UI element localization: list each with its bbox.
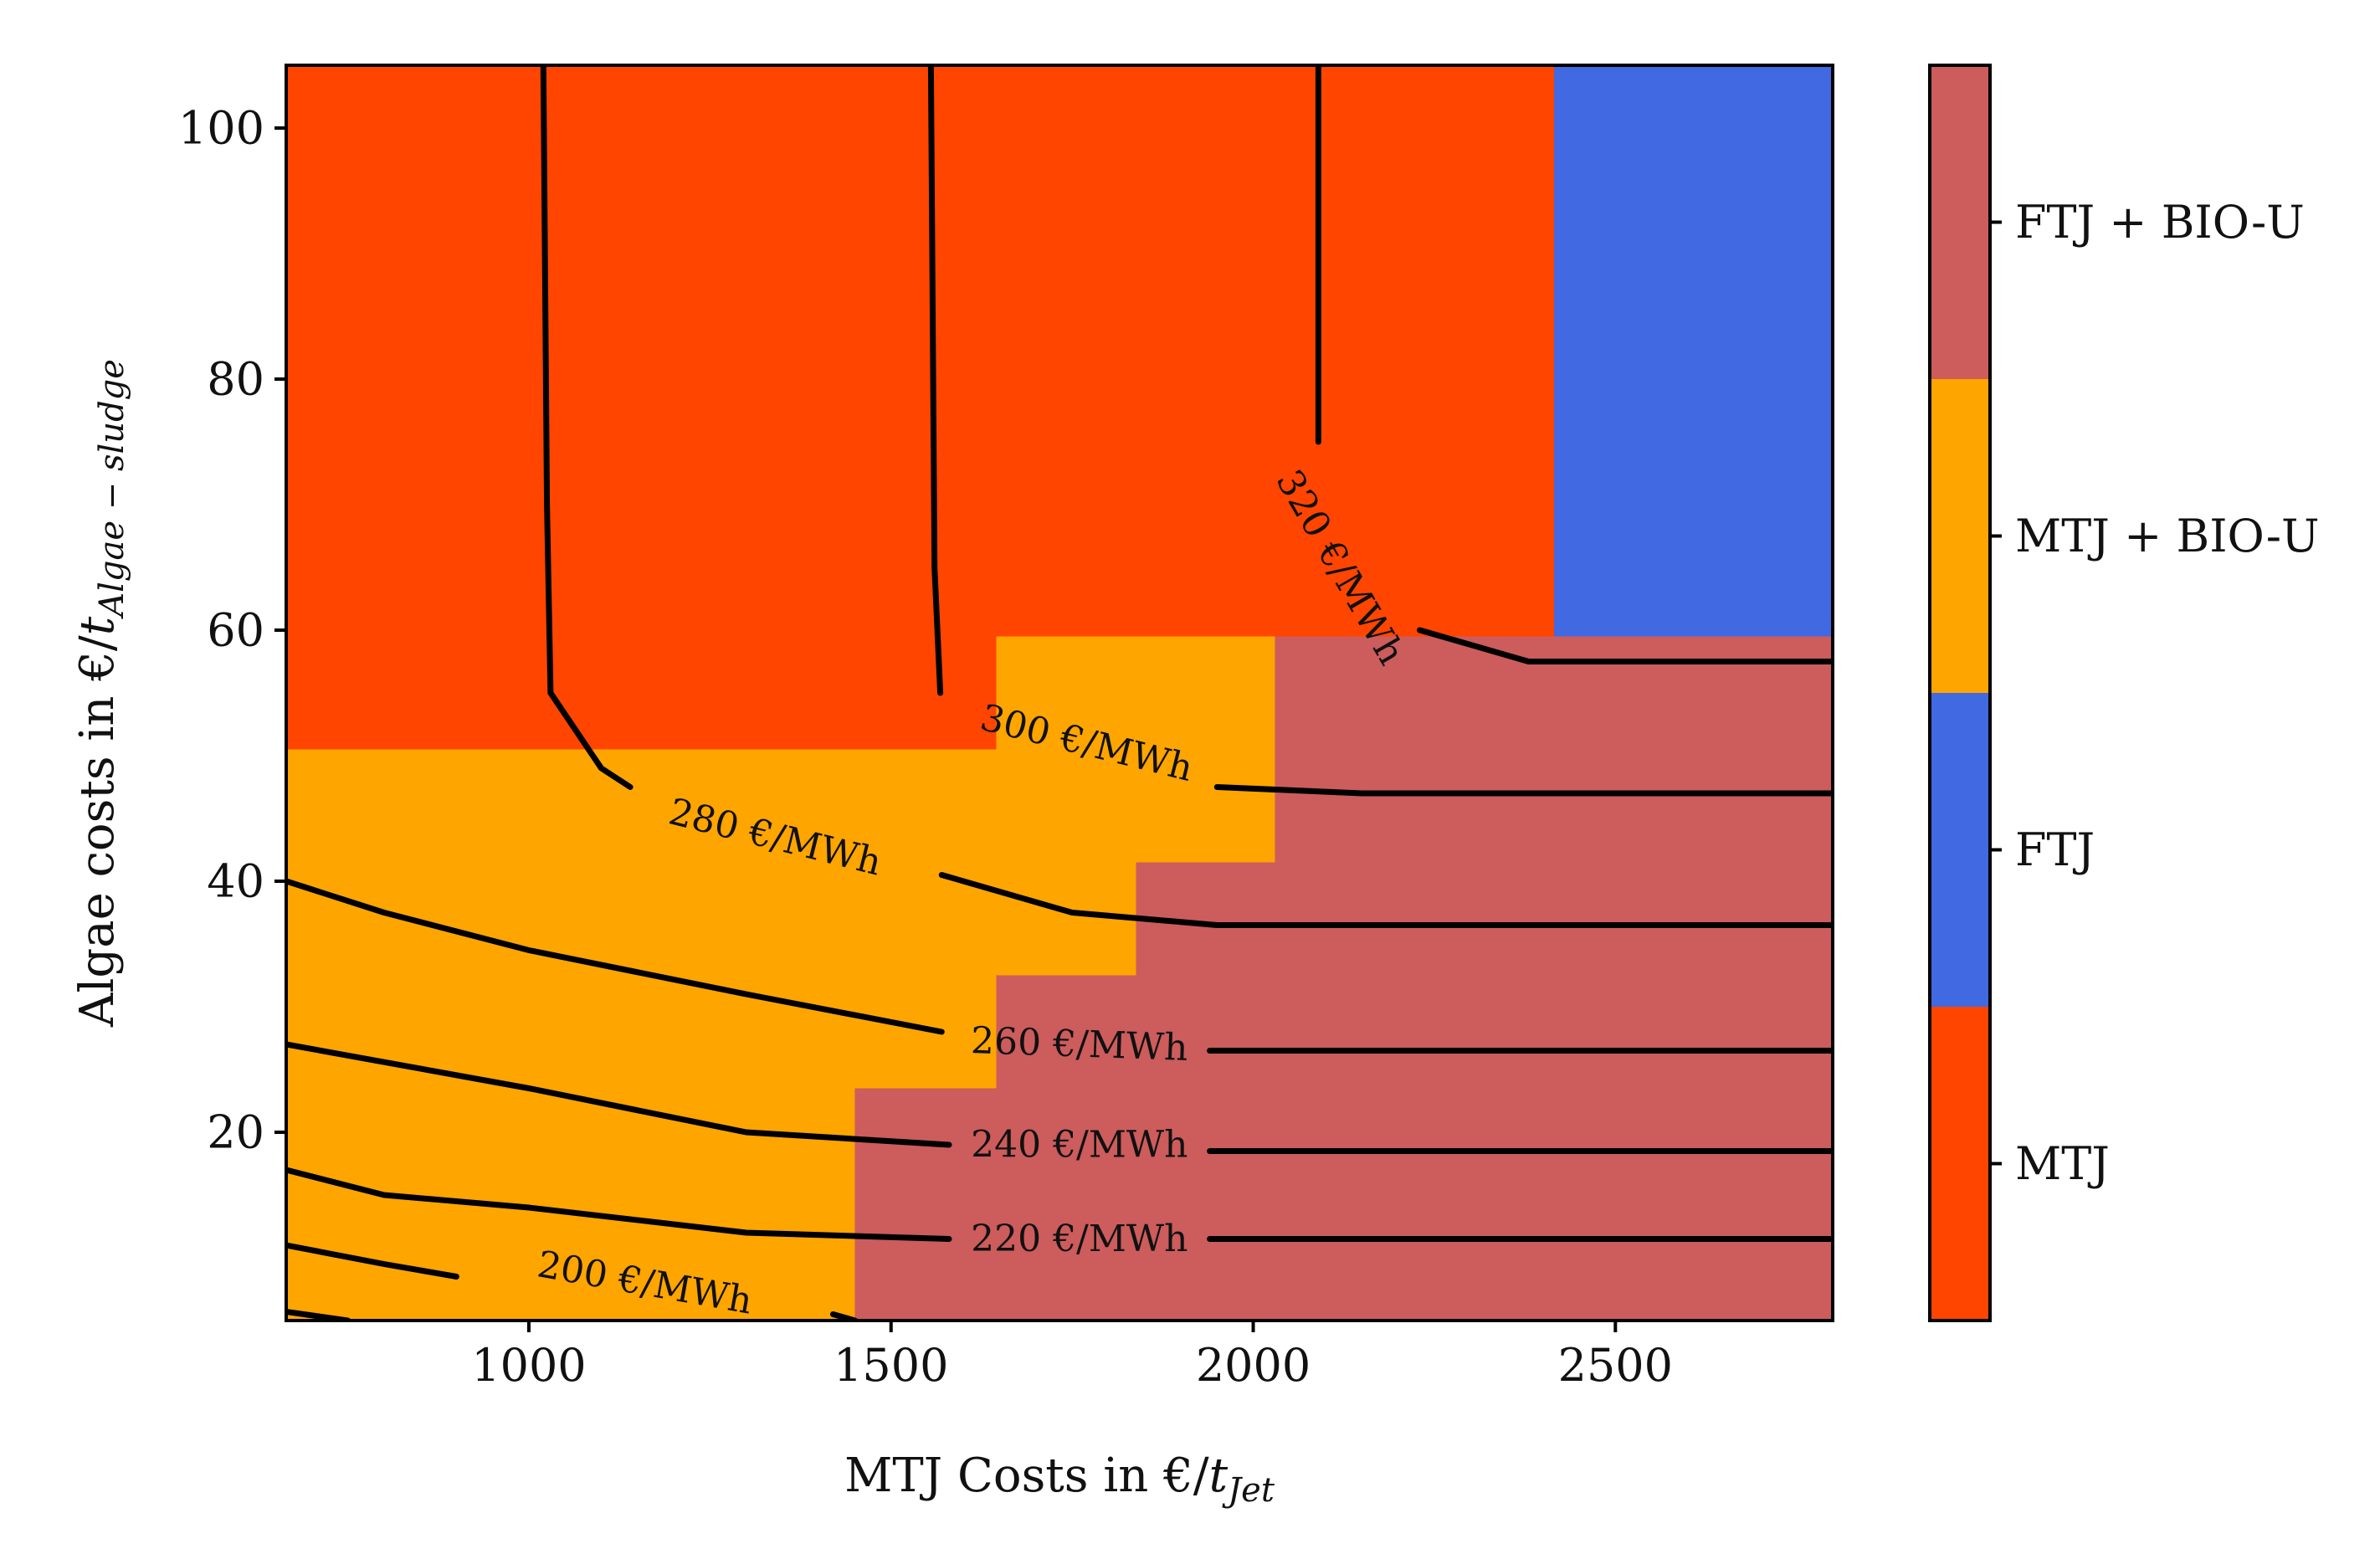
region-ftj-bio-u-6 — [996, 975, 1136, 1321]
contour-line-300-mwh — [927, 65, 1833, 797]
contour-line-280-mwh — [540, 65, 1833, 928]
y-axis-ticks: 20 40 60 80 100 — [178, 102, 286, 1159]
y-tick-label-20: 20 — [207, 1106, 264, 1159]
colorbar-label-mtj-bio-u: MTJ + BIO-U — [2015, 510, 2320, 562]
contour-label-240-mwh: 240 €/MWh — [971, 1124, 1187, 1167]
colorbar-swatch-mtj — [1930, 1007, 1990, 1321]
colorbar-label-mtj: MTJ — [2015, 1137, 2110, 1190]
y-axis-title: Algae costs in €/tAlgae − sludge — [70, 359, 131, 1028]
heatmap-regions — [286, 65, 1833, 1321]
x-tick-label-1000: 1000 — [471, 1339, 586, 1392]
colorbar-label-ftj-bio-u: FTJ + BIO-U — [2015, 196, 2305, 249]
colorbar-frame — [1928, 64, 1992, 1322]
contour-line-220-mwh — [286, 1167, 1833, 1242]
y-tick-label-100: 100 — [178, 102, 264, 155]
colorbar-swatch-ftj — [1930, 693, 1990, 1007]
x-tick-label-1500: 1500 — [834, 1339, 948, 1392]
region-ftj-3 — [1553, 65, 1833, 637]
colorbar-legend: MTJ FTJ MTJ + BIO-U FTJ + BIO-U — [1928, 64, 2320, 1322]
x-axis-ticks: 1000 1500 2000 2500 — [471, 1321, 1673, 1392]
region-ftj-bio-u-7 — [854, 1088, 997, 1321]
contour-line-260-mwh — [286, 878, 1833, 1054]
x-tick-label-2000: 2000 — [1196, 1339, 1311, 1392]
x-tick-label-2500: 2500 — [1558, 1339, 1673, 1392]
x-axis-title: MTJ Costs in €/tJet — [844, 1449, 1275, 1510]
contour-line-320-mwh — [1315, 65, 1833, 664]
y-tick-label-80: 80 — [207, 353, 264, 406]
plot-frame — [285, 64, 1834, 1322]
region-ftj-bio-u-4 — [1275, 636, 1833, 1321]
y-tick-label-60: 60 — [207, 604, 264, 657]
y-tick-label-40: 40 — [207, 855, 264, 908]
contour-line-240-mwh — [286, 1041, 1833, 1154]
contour-label-260-mwh: 260 €/MWh — [970, 1019, 1188, 1069]
colorbar-label-ftj: FTJ — [2015, 823, 2095, 876]
region-ftj-bio-u-5 — [1136, 862, 1275, 1321]
colorbar-swatch-ftj-bio-u — [1930, 65, 1990, 379]
colorbar-swatch-mtj-bio-u — [1930, 379, 1990, 693]
contour-label-220-mwh: 220 €/MWh — [971, 1218, 1187, 1260]
